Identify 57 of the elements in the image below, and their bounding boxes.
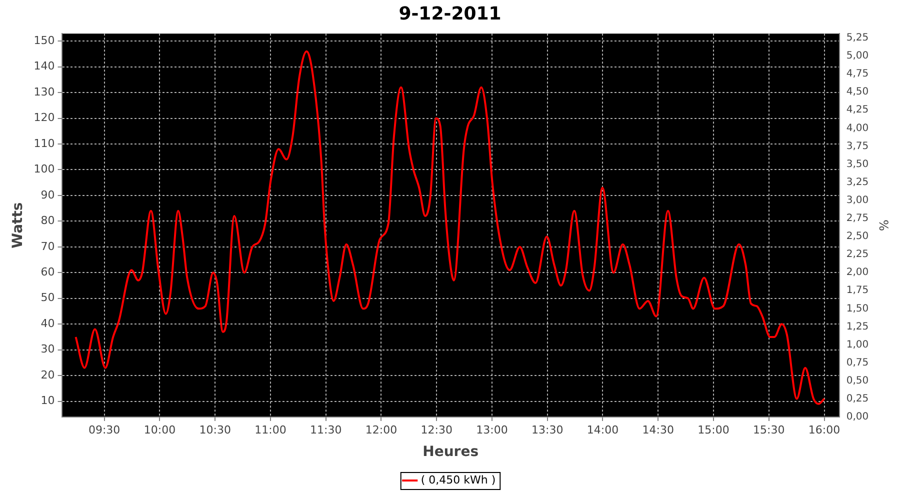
y-tick-label: 150: [34, 34, 55, 47]
y-tick-label: 40: [40, 316, 55, 330]
y2-tick-label: 0,75: [846, 357, 869, 368]
y2-tick-label: 2,50: [846, 231, 869, 242]
y-tick-label: 80: [40, 214, 55, 228]
x-tick-label: 15:30: [753, 423, 785, 436]
x-tick-label: 14:30: [642, 423, 674, 436]
x-tick-label: 10:30: [199, 423, 231, 436]
chart-title: 9-12-2011: [398, 3, 502, 24]
x-tick-label: 11:30: [310, 423, 342, 436]
y2-tick-label: 0,00: [846, 412, 869, 423]
x-axis-title: Heures: [422, 444, 479, 460]
y-tick-label: 30: [40, 342, 55, 356]
y2-tick-label: 2,25: [846, 249, 869, 260]
y2-tick-label: 4,25: [846, 104, 869, 116]
y-tick-label: 50: [40, 291, 55, 304]
y-tick-label: 130: [34, 85, 55, 98]
y2-tick-label: 1,75: [846, 285, 869, 296]
y2-tick-label: 5,25: [846, 32, 869, 44]
x-tick-label: 12:30: [420, 423, 452, 436]
y2-tick-label: 3,25: [846, 176, 869, 188]
y-tick-label: 100: [34, 162, 55, 176]
x-tick-label: 09:30: [88, 423, 120, 436]
y-axis-title: Watts: [10, 202, 26, 248]
x-tick-label: 10:00: [144, 423, 176, 436]
y-tick-label: 60: [40, 266, 55, 279]
y-tick-label: 90: [40, 188, 55, 202]
x-tick-label: 15:00: [698, 423, 730, 436]
y-tick-label: 70: [40, 240, 55, 253]
y-tick-label: 10: [40, 394, 55, 408]
y2-axis-title: %: [876, 220, 891, 232]
x-tick-label: 13:30: [532, 423, 564, 436]
x-tick-label: 12:00: [365, 423, 398, 436]
line-series: [74, 50, 826, 405]
y2-tick-label: 2,00: [846, 267, 869, 278]
y2-tick-label: 0,50: [846, 375, 869, 386]
y-tick-label: 140: [34, 60, 55, 73]
y2-tick-label: 3,75: [846, 140, 869, 152]
legend-label: ( 0,450 kWh ): [420, 473, 496, 486]
y2-tick-label: 4,00: [846, 122, 869, 134]
y2-tick-label: 3,00: [846, 194, 869, 206]
y2-tick-label: 4,75: [846, 68, 869, 80]
y2-tick-label: 2,75: [846, 213, 869, 224]
y-tick-label: 110: [34, 136, 55, 150]
x-tick-label: 14:00: [586, 423, 619, 436]
y-tick-label: 20: [40, 368, 55, 382]
y2-tick-label: 3,50: [846, 158, 869, 170]
x-tick-label: 11:00: [254, 423, 286, 436]
x-tick-label: 16:00: [808, 423, 840, 436]
y-tick-label: 120: [34, 111, 55, 124]
y2-tick-label: 1,25: [846, 321, 869, 332]
y2-tick-label: 4,50: [846, 86, 869, 98]
y2-tick-label: 0,25: [846, 394, 869, 405]
y2-tick-label: 1,00: [846, 339, 869, 350]
x-tick-label: 13:00: [476, 423, 508, 436]
y2-tick-label: 1,50: [846, 303, 869, 314]
y2-tick-label: 5,00: [846, 50, 869, 62]
